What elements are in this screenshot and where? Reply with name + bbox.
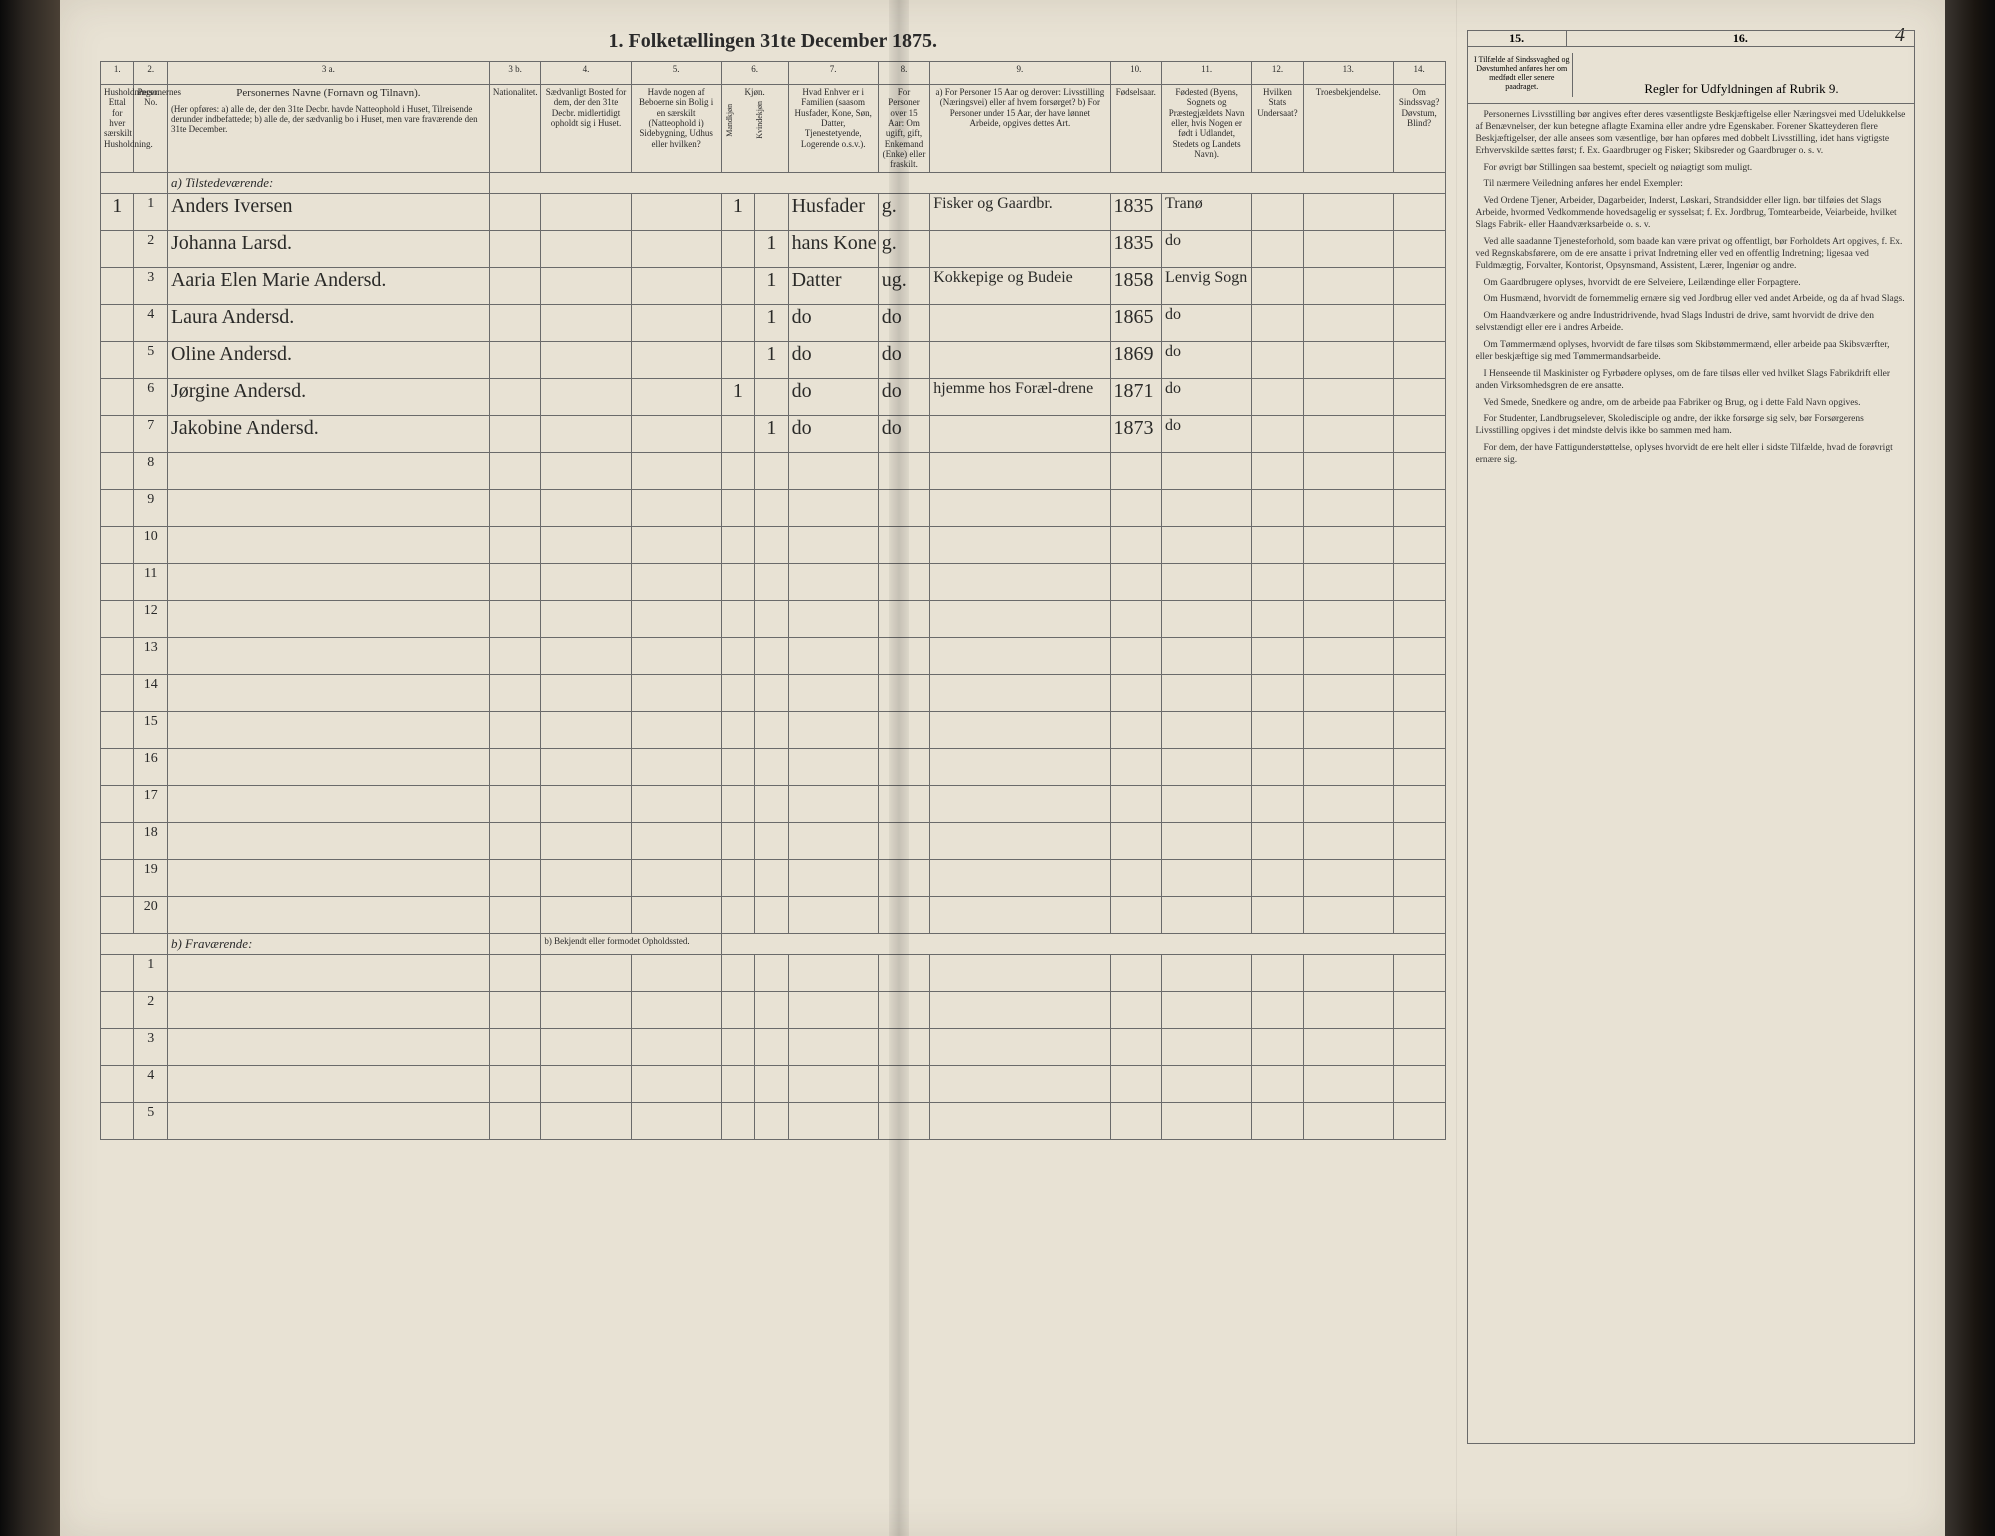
rules-paragraph: I Henseende til Maskinister og Fyrbødere… (1476, 369, 1907, 393)
header-9: a) For Personer 15 Aar og derover: Livss… (930, 85, 1110, 173)
rules-box: 15. 16. I Tilfælde af Sindssvaghed og Dø… (1467, 30, 1916, 1444)
table-row-empty: 16 (101, 748, 1446, 785)
table-row-empty: 13 (101, 637, 1446, 674)
table-row-empty: 11 (101, 563, 1446, 600)
header-14: Om Sindssvag? Døvstum, Blind? (1393, 85, 1445, 173)
table-row-empty: 14 (101, 674, 1446, 711)
binding-edge-right (1945, 0, 1995, 1536)
colnum-10: 10. (1110, 62, 1162, 85)
rules-paragraph: For dem, der have Fattigunderstøttelse, … (1476, 443, 1907, 467)
census-table: 1. 2. 3 a. 3 b. 4. 5. 6. 7. 8. 9. 10. 11… (100, 61, 1446, 1140)
table-row: 7Jakobine Andersd.1dodo1873do (101, 415, 1446, 452)
table-row-empty: 8 (101, 452, 1446, 489)
rules-paragraph: Ved alle saadanne Tjenesteforhold, som b… (1476, 237, 1907, 273)
colnum-13: 13. (1303, 62, 1393, 85)
colnum-15: 15. (1468, 31, 1567, 46)
colnum-3a: 3 a. (167, 62, 489, 85)
colnum-9: 9. (930, 62, 1110, 85)
rules-paragraph: Ved Ordene Tjener, Arbeider, Dagarbeider… (1476, 196, 1907, 232)
colnum-12: 12. (1252, 62, 1304, 85)
colnum-11: 11. (1162, 62, 1252, 85)
column-header-row: Husholdninger. Ettal for hver særskilt H… (101, 85, 1446, 173)
header-6-title: Kjøn. (725, 87, 785, 97)
rules-header: I Tilfælde af Sindssvaghed og Døvstumhed… (1468, 47, 1915, 104)
header-6-female: Kvindekjøn (755, 101, 785, 139)
rules-column-area: 15. 16. I Tilfælde af Sindssvaghed og Dø… (1457, 0, 1946, 1536)
header-5: Havde nogen af Beboerne sin Bolig i en s… (631, 85, 721, 173)
rules-paragraph: Om Gaardbrugere oplyses, hvorvidt de ere… (1476, 278, 1907, 290)
colnum-5: 5. (631, 62, 721, 85)
header-3a-title: Personernes Navne (Fornavn og Tilnavn). (171, 87, 486, 100)
table-row: 4Laura Andersd.1dodo1865do (101, 304, 1446, 341)
table-row-empty: 5 (101, 1102, 1446, 1139)
header-4: Sædvanligt Bosted for dem, der den 31te … (541, 85, 631, 173)
header-11: Fødested (Byens, Sognets og Præstegjælde… (1162, 85, 1252, 173)
header-2: Personernes No. (134, 85, 167, 173)
rules-paragraph: Om Tømmermænd oplyses, hvorvidt de fare … (1476, 340, 1907, 364)
table-row: 6Jørgine Andersd.1dodohjemme hos Foræl-d… (101, 378, 1446, 415)
table-row-empty: 20 (101, 896, 1446, 933)
colnum-6: 6. (721, 62, 788, 85)
table-row-empty: 15 (101, 711, 1446, 748)
header-3a-sub: (Her opføres: a) alle de, der den 31te D… (171, 104, 486, 135)
colnum-14: 14. (1393, 62, 1445, 85)
colnum-3b: 3 b. (489, 62, 541, 85)
header-6-male: Mandkjøn (725, 101, 755, 139)
rules-paragraph: Ved Smede, Snedkere og andre, om de arbe… (1476, 398, 1907, 410)
header-7: Hvad Enhver er i Familien (saasom Husfad… (788, 85, 878, 173)
header-3a: Personernes Navne (Fornavn og Tilnavn). … (167, 85, 489, 173)
header-15: I Tilfælde af Sindssvaghed og Døvstumhed… (1472, 53, 1573, 97)
section-a-header: a) Tilstedeværende: (101, 172, 1446, 193)
colnum-4: 4. (541, 62, 631, 85)
table-row-empty: 19 (101, 859, 1446, 896)
section-b-header: b) Fraværende:b) Bekjendt eller formodet… (101, 933, 1446, 954)
column-number-row: 1. 2. 3 a. 3 b. 4. 5. 6. 7. 8. 9. 10. 11… (101, 62, 1446, 85)
table-row-empty: 10 (101, 526, 1446, 563)
table-row-empty: 4 (101, 1065, 1446, 1102)
book-spread: 4 1. Folketællingen 31te December 1875. … (0, 0, 1995, 1536)
table-row: 2Johanna Larsd.1hans Koneg.1835do (101, 230, 1446, 267)
table-row-empty: 17 (101, 785, 1446, 822)
header-10: Fødselsaar. (1110, 85, 1162, 173)
page-title: 1. Folketællingen 31te December 1875. (100, 30, 1446, 53)
rules-paragraph: Om Husmænd, hvorvidt de fornemmelig ernæ… (1476, 294, 1907, 306)
rules-paragraph: Personernes Livsstilling bør angives eft… (1476, 110, 1907, 158)
colnum-2: 2. (134, 62, 167, 85)
header-16: Regler for Udfyldningen af Rubrik 9. (1573, 53, 1910, 97)
header-13: Troesbekjendelse. (1303, 85, 1393, 173)
colnum-7: 7. (788, 62, 878, 85)
rules-paragraph: Om Haandværkere og andre Industridrivend… (1476, 311, 1907, 335)
table-row-empty: 9 (101, 489, 1446, 526)
colnum-16: 16. (1567, 31, 1914, 46)
table-row-empty: 3 (101, 1028, 1446, 1065)
header-12: Hvilken Stats Undersaat? (1252, 85, 1304, 173)
rules-paragraph: For Studenter, Landbrugselever, Skoledis… (1476, 414, 1907, 438)
table-row: 11Anders Iversen1Husfaderg.Fisker og Gaa… (101, 193, 1446, 230)
table-row-empty: 2 (101, 991, 1446, 1028)
rules-paragraph: Til nærmere Veiledning anføres her endel… (1476, 179, 1907, 191)
table-row: 3Aaria Elen Marie Andersd.1Datterug.Kokk… (101, 267, 1446, 304)
rules-paragraph: For øvrigt bør Stillingen saa bestemt, s… (1476, 163, 1907, 175)
rules-colnums: 15. 16. (1468, 31, 1915, 47)
table-row: 5Oline Andersd.1dodo1869do (101, 341, 1446, 378)
page-spine-shadow (889, 0, 909, 1536)
census-table-body: a) Tilstedeværende: 11Anders Iversen1Hus… (101, 172, 1446, 1139)
binding-edge-left (0, 0, 60, 1536)
header-3b: Nationalitet. (489, 85, 541, 173)
colnum-1: 1. (101, 62, 134, 85)
census-table-area: 1. Folketællingen 31te December 1875. 1.… (60, 0, 1457, 1536)
table-row-empty: 12 (101, 600, 1446, 637)
header-1: Husholdninger. Ettal for hver særskilt H… (101, 85, 134, 173)
rules-body-text: Personernes Livsstilling bør angives eft… (1468, 104, 1915, 1443)
header-6: Kjøn. Mandkjøn Kvindekjøn (721, 85, 788, 173)
open-page: 4 1. Folketællingen 31te December 1875. … (60, 0, 1945, 1536)
table-row-empty: 1 (101, 954, 1446, 991)
section-a-label: a) Tilstedeværende: (167, 172, 489, 193)
table-row-empty: 18 (101, 822, 1446, 859)
